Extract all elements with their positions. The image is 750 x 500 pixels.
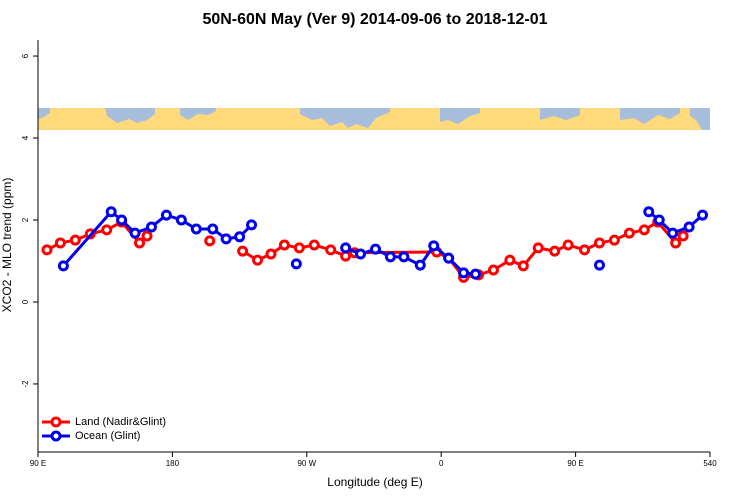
data-point <box>532 242 544 254</box>
data-point <box>207 223 219 235</box>
x-tick-label: 0 <box>439 459 444 468</box>
data-point <box>549 245 561 257</box>
data-point <box>623 227 635 239</box>
legend: Land (Nadir&Glint) Ocean (Glint) <box>42 416 166 442</box>
data-point <box>384 251 396 263</box>
data-point <box>237 245 249 257</box>
data-point <box>204 235 216 247</box>
map-strip <box>38 108 710 130</box>
data-point <box>116 214 128 226</box>
legend-marker <box>50 416 62 428</box>
data-point <box>57 260 69 272</box>
chart-title: 50N-60N May (Ver 9) 2014-09-06 to 2018-1… <box>202 11 547 28</box>
x-axis-label: Longitude (deg E) <box>327 475 422 489</box>
data-point <box>369 243 381 255</box>
data-point <box>593 259 605 271</box>
data-point <box>608 234 620 246</box>
data-point <box>638 224 650 236</box>
data-point <box>293 242 305 254</box>
data-point <box>129 227 141 239</box>
data-point <box>428 240 440 252</box>
data-point <box>265 248 277 260</box>
data-point <box>579 244 591 256</box>
x-tick-label: 90 W <box>297 459 316 468</box>
y-tick-label: -2 <box>21 380 30 388</box>
data-point <box>504 254 516 266</box>
legend-label: Land (Nadir&Glint) <box>75 416 166 428</box>
data-point <box>190 223 202 235</box>
data-point <box>234 231 246 243</box>
data-point <box>653 214 665 226</box>
data-point <box>41 244 53 256</box>
x-tick-label: 90 E <box>30 459 46 468</box>
y-tick-label: 6 <box>21 53 30 58</box>
data-point <box>145 221 157 233</box>
data-point <box>220 233 232 245</box>
data-point <box>175 214 187 226</box>
data-point <box>677 230 689 242</box>
data-point <box>290 258 302 270</box>
data-point <box>278 239 290 251</box>
x-tick-label: 90 E <box>567 459 583 468</box>
data-point <box>683 221 695 233</box>
data-point <box>670 237 682 249</box>
data-point <box>308 239 320 251</box>
data-point <box>697 209 709 221</box>
x-tick-label: 180 <box>166 459 180 468</box>
data-point <box>667 227 679 239</box>
y-tick-label: 0 <box>21 299 30 304</box>
data-point <box>340 242 352 254</box>
data-point <box>355 248 367 260</box>
data-point <box>643 206 655 218</box>
data-point <box>562 239 574 251</box>
data-point <box>487 264 499 276</box>
y-tick-label: 4 <box>21 135 30 140</box>
data-point <box>458 267 470 279</box>
data-point <box>246 219 258 231</box>
x-tick-label: 540 <box>703 459 717 468</box>
data-point <box>69 234 81 246</box>
y-axis-label: XCO2 - MLO trend (ppm) <box>0 178 14 313</box>
data-point <box>54 237 66 249</box>
data-point <box>470 268 482 280</box>
data-point <box>325 244 337 256</box>
data-point <box>101 224 113 236</box>
y-tick-label: 2 <box>21 217 30 222</box>
data-point <box>252 254 264 266</box>
data-point <box>517 260 529 272</box>
data-point <box>414 259 426 271</box>
data-point <box>160 209 172 221</box>
data-point <box>134 237 146 249</box>
data-point <box>443 252 455 264</box>
data-point <box>593 237 605 249</box>
data-point <box>105 206 117 218</box>
legend-label: Ocean (Glint) <box>75 430 140 442</box>
legend-marker <box>50 430 62 442</box>
data-point <box>141 230 153 242</box>
data-point <box>398 251 410 263</box>
